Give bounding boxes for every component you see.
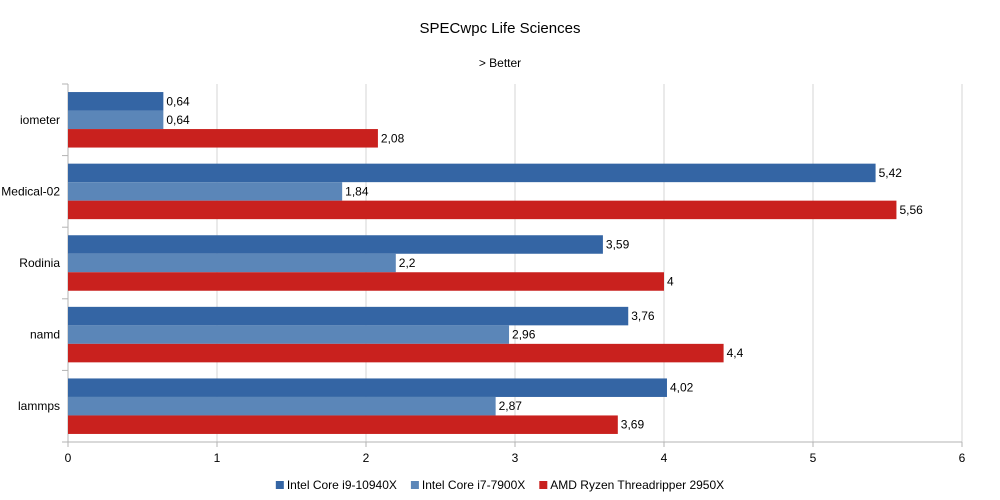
data-label: 5,42 xyxy=(879,166,903,180)
bar xyxy=(68,396,496,416)
plot-area: 0 1 2 3 4 5 6 iometer 0,64 0,64 2,08 Medical-02 5,42… xyxy=(1,83,966,465)
data-label: 1,84 xyxy=(345,184,369,198)
x-tick-label: 3 xyxy=(512,451,519,465)
bar xyxy=(68,378,667,397)
bar xyxy=(68,129,378,148)
legend-label: Intel Core i9-10940X xyxy=(287,478,397,492)
data-label: 4,02 xyxy=(670,381,694,395)
data-label: 3,76 xyxy=(631,309,655,323)
data-label: 0,64 xyxy=(166,113,190,127)
bar xyxy=(68,182,343,201)
chart-subtitle: > Better xyxy=(479,56,521,70)
legend-label: AMD Ryzen Threadripper 2950X xyxy=(550,478,724,492)
bar xyxy=(68,200,897,220)
x-tick-label: 5 xyxy=(810,451,817,465)
bar xyxy=(68,415,618,434)
category-label: namd xyxy=(30,328,60,342)
bar xyxy=(68,253,396,273)
x-tick-label: 1 xyxy=(214,451,221,465)
legend-swatch xyxy=(539,481,548,489)
bar xyxy=(68,110,164,130)
category-label: Medical-02 xyxy=(1,184,60,198)
bar xyxy=(68,163,876,183)
legend-swatch xyxy=(275,481,284,489)
chart-title: SPECwpc Life Sciences xyxy=(420,20,581,37)
data-label: 4,4 xyxy=(727,346,744,360)
data-label: 0,64 xyxy=(166,94,190,108)
bar xyxy=(68,272,664,291)
x-tick-label: 6 xyxy=(959,451,966,465)
data-label: 3,59 xyxy=(606,238,630,252)
data-label: 2,2 xyxy=(399,256,416,270)
data-label: 3,69 xyxy=(621,418,645,432)
category-label: Rodinia xyxy=(19,256,60,270)
x-tick-label: 0 xyxy=(65,451,72,465)
legend-swatch xyxy=(410,481,419,489)
category-label: lammps xyxy=(18,399,60,413)
x-tick-label: 2 xyxy=(363,451,370,465)
bar xyxy=(68,325,510,344)
data-label: 4 xyxy=(667,275,674,289)
legend: Intel Core i9-10940X Intel Core i7-7900X A… xyxy=(275,478,724,492)
category-label: iometer xyxy=(20,113,60,127)
bar xyxy=(68,306,629,326)
legend-label: Intel Core i7-7900X xyxy=(422,478,525,492)
data-label: 5,56 xyxy=(899,203,923,217)
bar xyxy=(68,235,603,254)
data-label: 2,96 xyxy=(512,328,536,342)
bar xyxy=(68,92,164,111)
x-tick-label: 4 xyxy=(661,451,668,465)
bar xyxy=(68,343,724,363)
data-label: 2,87 xyxy=(499,399,523,413)
data-label: 2,08 xyxy=(381,131,405,145)
